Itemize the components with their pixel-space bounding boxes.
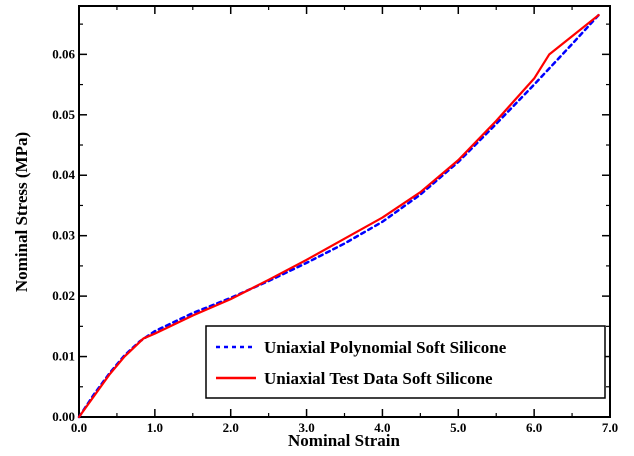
axis-ticks	[78, 6, 611, 418]
y-axis-title: Nominal Stress (MPa)	[12, 132, 31, 292]
legend: Uniaxial Polynomial Soft Silicone Uniaxi…	[205, 325, 606, 399]
y-tick-label: 0.02	[52, 288, 75, 303]
y-tick-label: 0.01	[52, 349, 75, 364]
y-tick-label: 0.05	[52, 107, 75, 122]
y-tick-label: 0.04	[52, 167, 75, 182]
axis-tick-labels: 0.0 1.0 2.0 3.0 4.0 5.0 6.0 7.0 0.00 0.01 0.02 0.03…	[52, 46, 618, 435]
legend-label-polynomial: Uniaxial Polynomial Soft Silicone	[264, 338, 507, 357]
x-tick-label: 1.0	[147, 420, 163, 435]
y-tick-label: 0.00	[52, 409, 75, 424]
y-tick-label: 0.03	[52, 228, 75, 243]
series-layer	[77, 13, 600, 419]
x-tick-label: 4.0	[374, 420, 390, 435]
series-line-test-data	[77, 13, 600, 419]
x-tick-label: 2.0	[223, 420, 239, 435]
x-axis-title: Nominal Strain	[288, 431, 400, 450]
y-tick-label: 0.06	[52, 46, 75, 61]
x-tick-label: 3.0	[298, 420, 314, 435]
x-tick-label: 6.0	[526, 420, 542, 435]
x-tick-label: 0.0	[71, 420, 87, 435]
legend-label-test-data: Uniaxial Test Data Soft Silicone	[264, 369, 493, 388]
x-tick-label: 7.0	[602, 420, 618, 435]
legend-box	[205, 325, 606, 399]
x-tick-label: 5.0	[450, 420, 466, 435]
